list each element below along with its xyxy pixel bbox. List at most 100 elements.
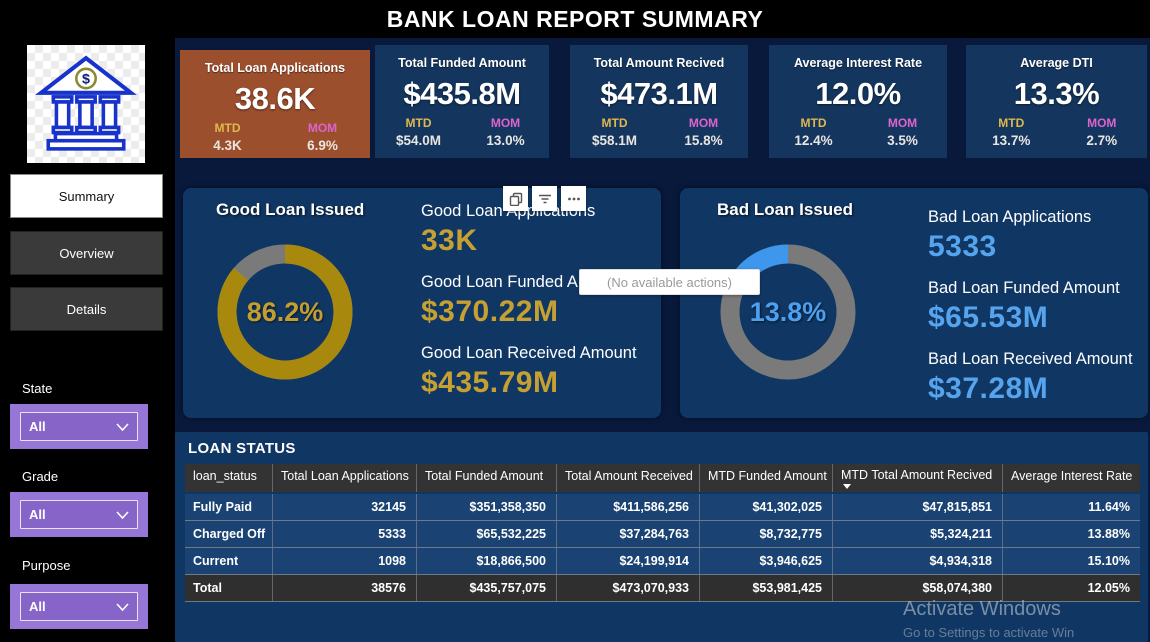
bad-loan-title: Bad Loan Issued — [717, 200, 854, 219]
cell-loan-status: Charged Off — [185, 521, 273, 547]
more-options-icon[interactable] — [561, 186, 586, 211]
cell-value: 12.05% — [1087, 581, 1130, 595]
bad-loan-applications-label: Bad Loan Applications — [928, 208, 1092, 226]
mtd-label: MTD — [998, 116, 1025, 130]
mom-label: MOM — [688, 116, 719, 130]
cell-value: $351,358,350 — [417, 494, 557, 520]
sidebar-item-overview[interactable]: Overview — [10, 231, 163, 275]
mom-label: MOM — [490, 116, 521, 130]
cell-value: $58,074,380 — [833, 575, 1003, 601]
bad-loan-applications-value: 5333 — [928, 230, 997, 263]
kpi-value: 12.0% — [815, 76, 901, 111]
kpi-card-total-amount-received[interactable]: Total Amount Recived $473.1M MTD MOM $58… — [570, 45, 748, 158]
mtd-label: MTD — [405, 116, 432, 130]
watermark-line1: Activate Windows — [903, 598, 1061, 620]
mtd-value: $58.1M — [591, 133, 638, 148]
column-header[interactable]: Average Interest Rate — [1011, 469, 1133, 483]
mom-value: 13.0% — [486, 133, 525, 148]
purpose-slicer: All — [10, 584, 148, 629]
column-header[interactable]: Total Loan Applications — [273, 464, 417, 492]
title-bar: BANK LOAN REPORT SUMMARY — [0, 0, 1150, 38]
cell-value: $47,815,851 — [833, 494, 1003, 520]
kpi-title: Average Interest Rate — [793, 56, 923, 70]
kpi-card-total-loan-applications[interactable]: Total Loan Applications 38.6K MTD MOM 4.… — [180, 50, 370, 158]
cell-value: $24,199,914 — [557, 548, 700, 574]
kpi-title: Total Amount Recived — [593, 56, 725, 70]
good-loan-panel[interactable]: Good Loan Issued 86.2% Good Loan Applica… — [183, 188, 661, 418]
cell-value: 38576 — [273, 575, 417, 601]
mtd-value: 12.4% — [794, 133, 833, 148]
sidebar-item-summary[interactable]: Summary — [10, 174, 163, 218]
bad-loan-donut-chart[interactable]: 13.8% — [708, 232, 868, 392]
mtd-value: $54.0M — [395, 133, 442, 148]
sidebar-item-details[interactable]: Details — [10, 287, 163, 331]
table-row-fully-paid[interactable]: Fully Paid 32145 $351,358,350 $411,586,2… — [185, 494, 1140, 521]
state-dropdown[interactable]: All — [20, 412, 138, 441]
kpi-card-average-interest-rate[interactable]: Average Interest Rate 12.0% MTD MOM 12.4… — [769, 45, 947, 158]
bad-loan-panel[interactable]: Bad Loan Issued 13.8% Bad Loan Applicati… — [680, 188, 1148, 418]
bank-logo: $ — [27, 45, 145, 163]
kpi-value: $473.1M — [600, 76, 718, 111]
visual-hover-toolbar — [503, 186, 586, 211]
table-row-current[interactable]: Current 1098 $18,866,500 $24,199,914 $3,… — [185, 548, 1140, 575]
good-loan-donut-chart[interactable]: 86.2% — [205, 232, 365, 392]
cell-value: 1098 — [273, 548, 417, 574]
kpi-title: Average DTI — [1020, 56, 1093, 70]
column-header[interactable]: Total Funded Amount — [417, 464, 557, 492]
cell-value: $4,934,318 — [833, 548, 1003, 574]
column-header[interactable]: Total Amount Received — [557, 464, 700, 492]
sort-descending-icon — [843, 484, 851, 489]
nav-label: Details — [66, 301, 107, 317]
column-header[interactable]: MTD Funded Amount — [700, 464, 833, 492]
loan-status-panel: LOAN STATUS loan_status Total Loan Appli… — [175, 432, 1148, 642]
cell-value: $37,284,763 — [557, 521, 700, 547]
good-loan-received-label: Good Loan Received Amount — [421, 344, 637, 362]
purpose-dropdown-value: All — [29, 599, 46, 614]
bad-loan-funded-value: $65.53M — [928, 301, 1049, 334]
kpi-card-total-funded-amount[interactable]: Total Funded Amount $435.8M MTD MOM $54.… — [375, 45, 549, 158]
table-row-total[interactable]: Total 38576 $435,757,075 $473,070,933 $5… — [185, 575, 1140, 602]
mtd-value: 4.3K — [213, 138, 242, 153]
cell-value: 13.88% — [1087, 527, 1130, 541]
purpose-dropdown[interactable]: All — [20, 592, 138, 621]
cell-value: $53,981,425 — [700, 575, 833, 601]
kpi-title: Total Loan Applications — [204, 61, 346, 75]
windows-activation-watermark: Activate Windows Go to Settings to activ… — [903, 598, 1150, 640]
good-loan-applications-value: 33K — [421, 224, 478, 257]
chevron-down-icon — [116, 510, 129, 519]
good-loan-percent: 86.2% — [246, 296, 324, 327]
mom-value: 2.7% — [1086, 133, 1118, 148]
column-header[interactable]: loan_status — [185, 464, 273, 492]
cell-value: $65,532,225 — [417, 521, 557, 547]
cell-value: $5,324,211 — [833, 521, 1003, 547]
column-header-label: MTD Total Amount Recived — [841, 468, 993, 482]
no-actions-tooltip: (No available actions) — [579, 269, 760, 295]
kpi-title: Total Funded Amount — [398, 56, 526, 70]
good-loan-received-value: $435.79M — [421, 366, 559, 399]
filter-lines-icon[interactable] — [532, 186, 557, 211]
mtd-label: MTD — [601, 116, 628, 130]
mtd-label: MTD — [214, 121, 241, 135]
cell-value: 11.64% — [1088, 500, 1130, 514]
good-loan-title: Good Loan Issued — [216, 200, 365, 219]
mtd-value: 13.7% — [992, 133, 1031, 148]
table-row-charged-off[interactable]: Charged Off 5333 $65,532,225 $37,284,763… — [185, 521, 1140, 548]
good-loan-funded-label: Good Loan Funded Amount — [421, 273, 624, 291]
tooltip-text: (No available actions) — [606, 274, 732, 290]
cell-loan-status: Total — [185, 575, 273, 601]
copy-icon[interactable] — [503, 186, 528, 211]
mom-value: 3.5% — [887, 133, 918, 148]
slicer-label-state: State — [22, 381, 53, 396]
watermark-line2: Go to Settings to activate Win — [903, 625, 1075, 640]
cell-value: $41,302,025 — [700, 494, 833, 520]
column-header-sorted[interactable]: MTD Total Amount Recived — [833, 464, 1003, 492]
mom-label: MOM — [307, 121, 338, 135]
nav-label: Summary — [58, 188, 115, 204]
grade-dropdown[interactable]: All — [20, 500, 138, 529]
grade-slicer: All — [10, 492, 148, 537]
loan-status-title: LOAN STATUS — [188, 440, 296, 457]
kpi-card-average-dti[interactable]: Average DTI 13.3% MTD MOM 13.7% 2.7% — [966, 45, 1147, 158]
nav-label: Overview — [59, 245, 114, 261]
bad-loan-funded-label: Bad Loan Funded Amount — [928, 279, 1120, 297]
